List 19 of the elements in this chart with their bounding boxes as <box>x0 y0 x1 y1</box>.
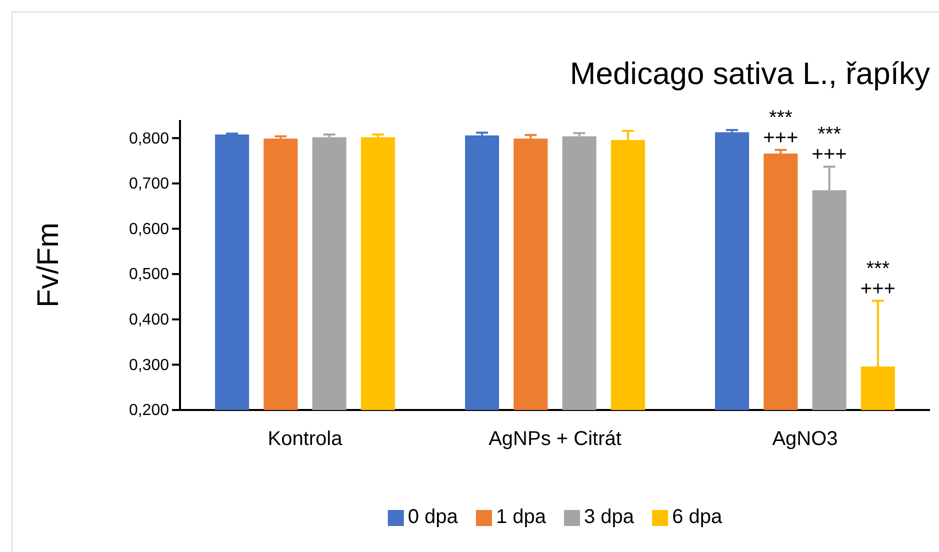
y-axis-title: Fv/Fm <box>32 222 65 308</box>
chart-title: Medicago sativa L., řapíky <box>570 56 930 91</box>
y-tick-label: 0,200 <box>128 402 170 420</box>
legend-label: 3 dpa <box>584 506 635 528</box>
legend-label: 1 dpa <box>496 506 547 528</box>
y-tick-label: 0,600 <box>128 220 170 238</box>
y-tick-label: 0,800 <box>128 130 170 148</box>
legend-label: 6 dpa <box>672 506 723 528</box>
x-tick-label: AgNO3 <box>772 428 838 450</box>
x-tick-label: Kontrola <box>268 428 344 450</box>
y-tick-label: 0,400 <box>128 311 170 328</box>
annotation: *** +++ <box>763 106 798 149</box>
y-tick-label: 0,700 <box>128 176 170 193</box>
x-tick-label: AgNPs + Citrát <box>488 428 622 450</box>
legend-label: 0 dpa <box>408 506 459 528</box>
y-tick-label: 0,500 <box>128 266 170 284</box>
y-tick-label: 0,300 <box>128 356 170 374</box>
annotation: *** +++ <box>812 124 847 166</box>
annotation: *** +++ <box>860 258 896 300</box>
